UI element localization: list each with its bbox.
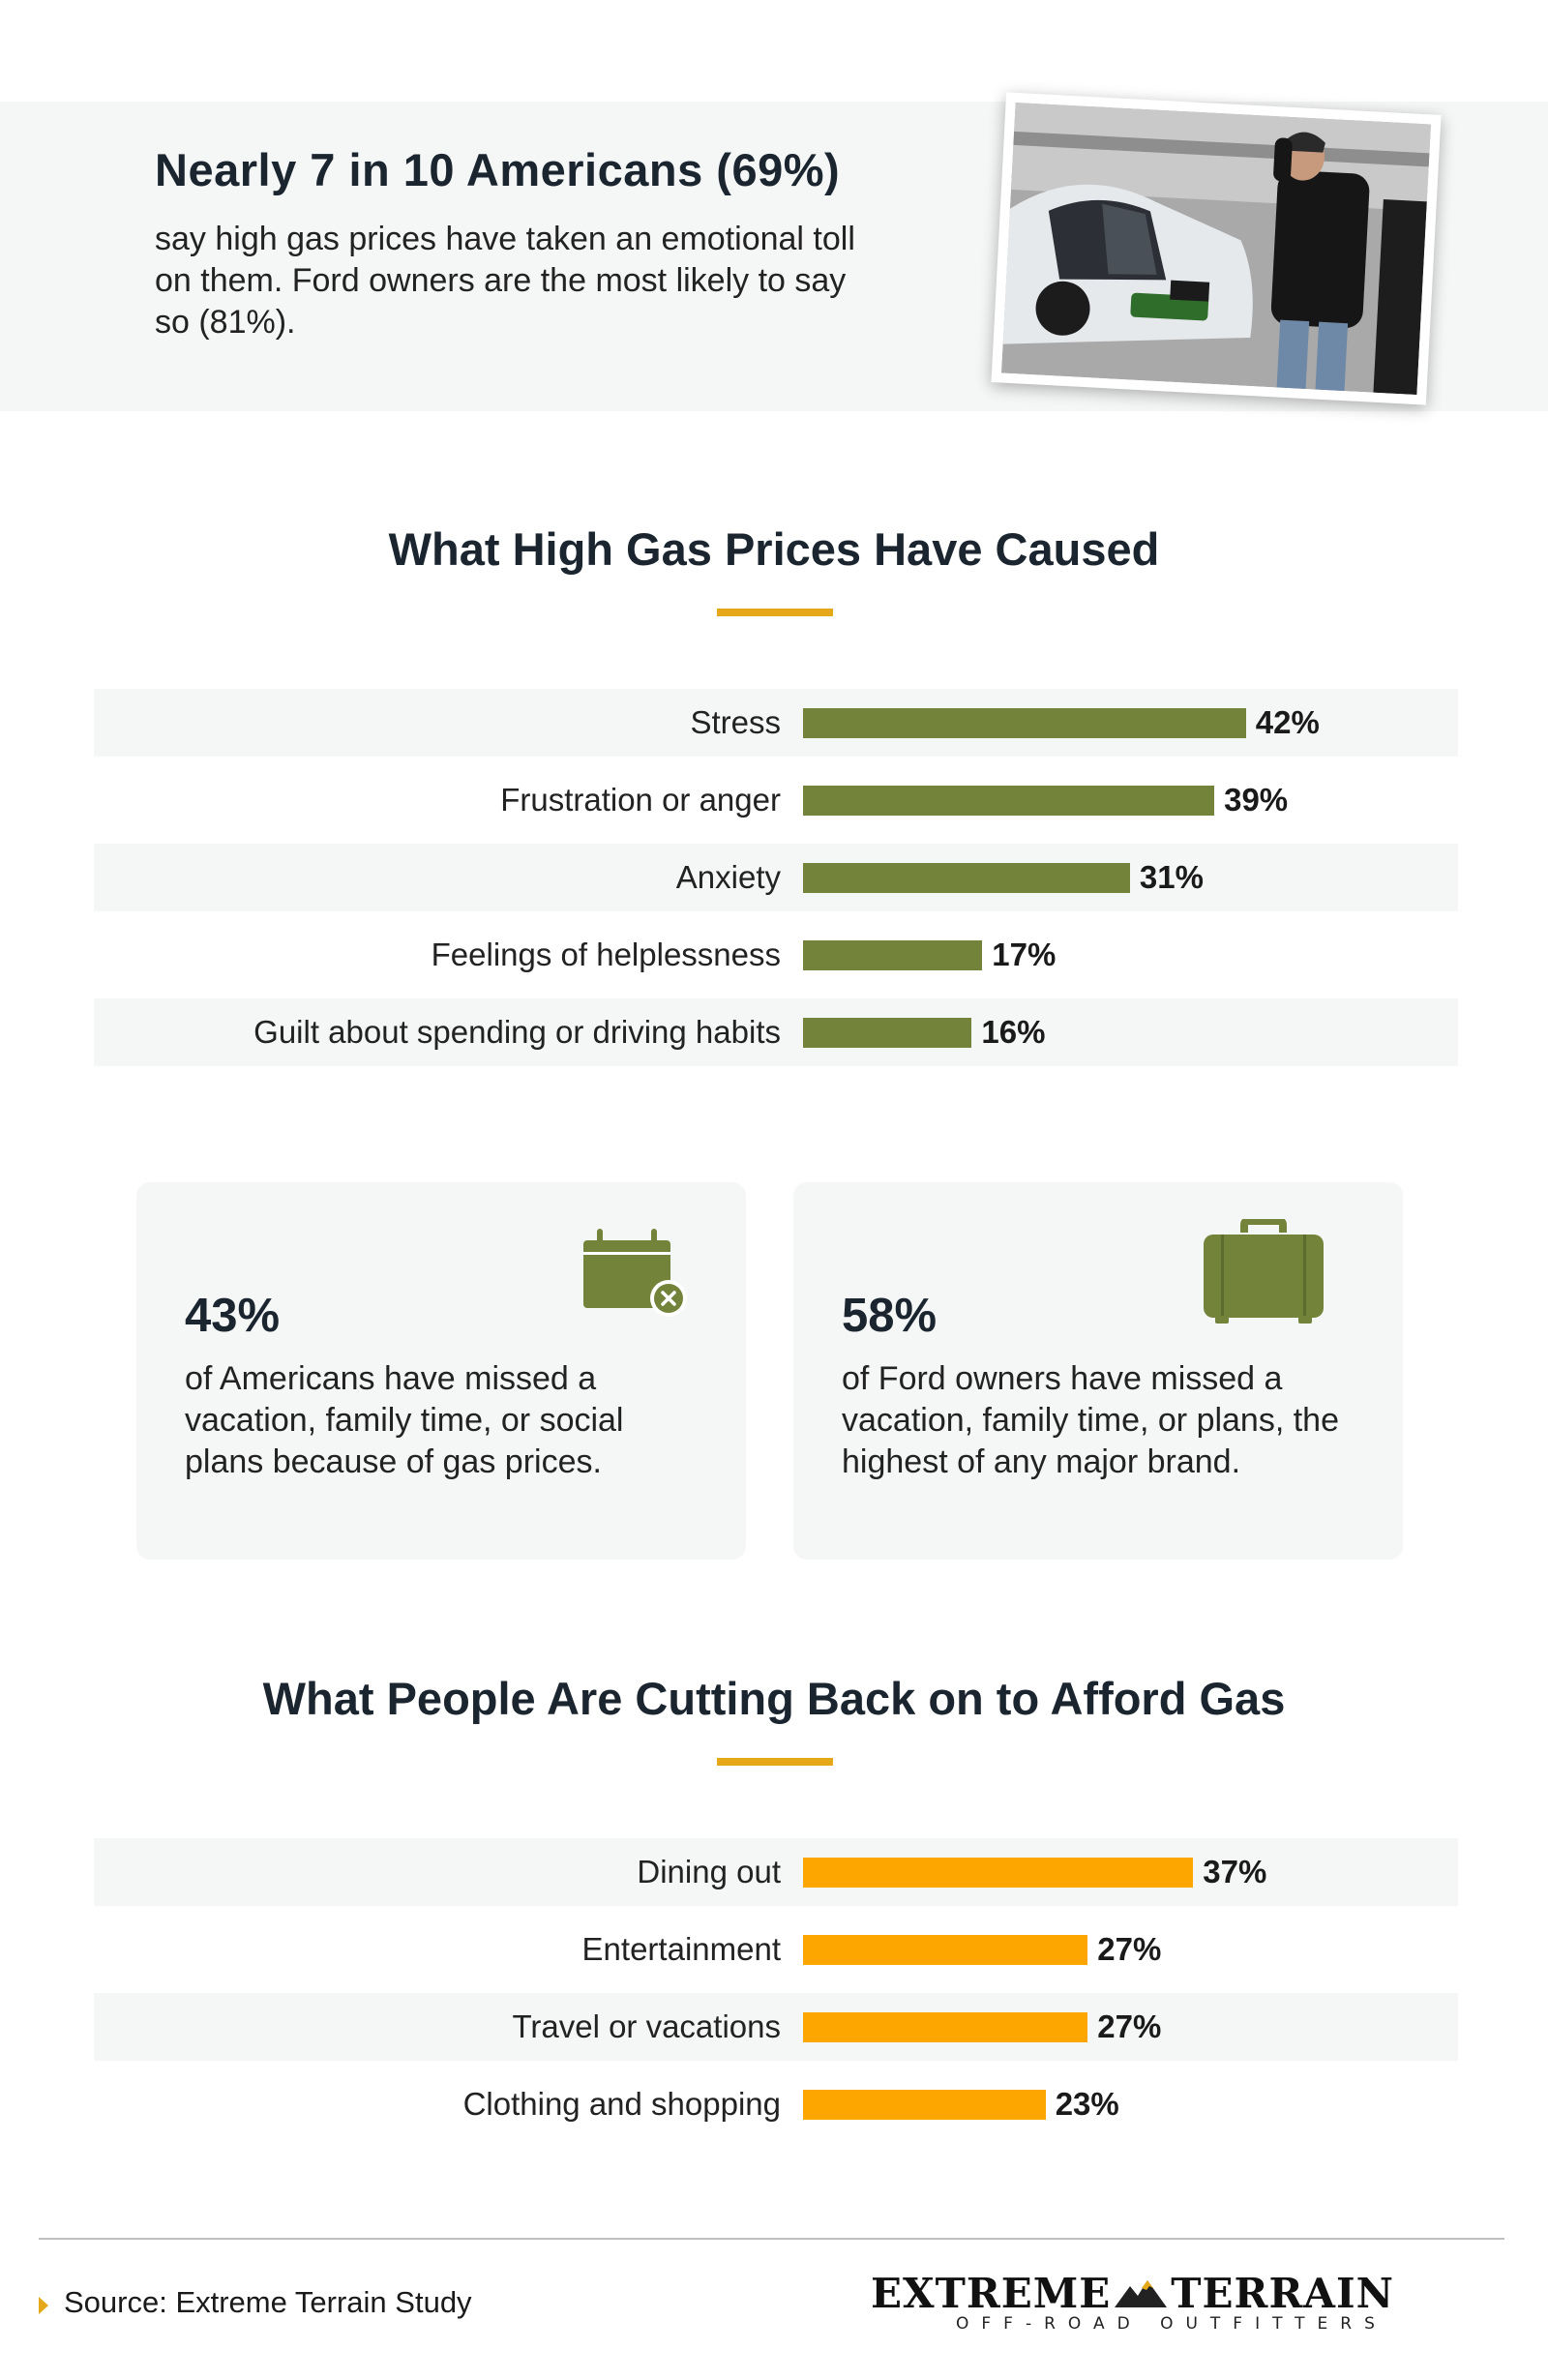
bar xyxy=(803,940,983,970)
bar-label: Travel or vacations xyxy=(512,2008,781,2044)
card-text: of Ford owners have missed a vacation, f… xyxy=(842,1360,1340,1480)
bar-value-label: 27% xyxy=(1097,2008,1162,2044)
source-arrow-icon xyxy=(39,2297,48,2314)
bar-value-label: 17% xyxy=(992,937,1057,972)
footer-divider xyxy=(39,2238,1504,2240)
stat-card-ford-owners: 58% of Ford owners have missed a vacatio… xyxy=(793,1182,1403,1560)
bar-label: Dining out xyxy=(637,1854,781,1889)
section-title-caused: What High Gas Prices Have Caused xyxy=(388,523,1160,575)
bar-value-label: 27% xyxy=(1097,1931,1162,1967)
bar-row: Frustration or anger 39% xyxy=(94,766,1458,834)
bar-label: Feelings of helplessness xyxy=(431,937,781,972)
bar-label: Stress xyxy=(690,704,781,740)
chart-cutting-back: Dining out 37% Entertainment 27% Travel or v… xyxy=(94,1838,1458,2138)
bar xyxy=(803,708,1246,738)
bar-row: Entertainment 27% xyxy=(94,1916,1458,1983)
hero-text: say high gas prices have taken an emotio… xyxy=(155,221,855,341)
bar-value-label: 23% xyxy=(1055,2086,1119,2122)
card-number: 43% xyxy=(185,1290,281,1342)
section-title-cutting-back: What People Are Cutting Back on to Affor… xyxy=(262,1673,1286,1724)
bar-label: Entertainment xyxy=(581,1931,781,1967)
bar xyxy=(803,2012,1088,2042)
chart-caused: Stress 42% Frustration or anger 39% Anxiety 3… xyxy=(94,689,1458,1066)
section-underline xyxy=(717,1758,833,1766)
bar-row: Travel or vacations 27% xyxy=(94,1993,1458,2061)
logo-word-right: TERRAIN xyxy=(1171,2270,1394,2317)
source-note: Source: Extreme Terrain Study xyxy=(64,2285,472,2319)
bar-row: Guilt about spending or driving habits 16… xyxy=(94,998,1458,1066)
bar-label: Clothing and shopping xyxy=(462,2086,781,2122)
bar-label: Frustration or anger xyxy=(500,782,781,818)
logo-wordmark: EXTREME TERRAIN xyxy=(871,2270,1394,2317)
bar-value-label: 16% xyxy=(981,1014,1046,1050)
bar xyxy=(803,2090,1046,2120)
section-underline xyxy=(717,609,833,616)
bar xyxy=(803,1018,972,1048)
hero-title: Nearly 7 in 10 Americans (69%) xyxy=(155,144,841,195)
bar xyxy=(803,786,1215,816)
bar-label: Guilt about spending or driving habits xyxy=(253,1014,781,1050)
bar-value-label: 31% xyxy=(1139,859,1204,895)
bar-value-label: 42% xyxy=(1255,704,1320,740)
bar-value-label: 39% xyxy=(1224,782,1289,818)
mountain-logo-icon xyxy=(1115,2280,1168,2307)
bar-row: Dining out 37% xyxy=(94,1838,1458,1906)
bar xyxy=(803,1858,1194,1888)
calendar-x-icon xyxy=(581,1223,690,1324)
bar-row: Anxiety 31% xyxy=(94,844,1458,911)
bar-label: Anxiety xyxy=(675,859,781,895)
bar xyxy=(803,863,1130,893)
stat-card-americans: 43% of Americans have missed a vacation,… xyxy=(136,1182,746,1560)
extreme-terrain-logo: EXTREME TERRAIN OFF-ROAD OUTFITTERS xyxy=(871,2270,1471,2347)
bar xyxy=(803,1935,1088,1965)
suitcase-icon xyxy=(1202,1217,1325,1332)
card-text: of Americans have missed a vacation, fam… xyxy=(185,1360,624,1480)
logo-word-left: EXTREME xyxy=(871,2270,1112,2317)
bar-row: Stress 42% xyxy=(94,689,1458,757)
bar-row: Feelings of helplessness 17% xyxy=(94,921,1458,989)
logo-tagline: OFF-ROAD OUTFITTERS xyxy=(956,2314,1387,2334)
card-number: 58% xyxy=(842,1290,938,1342)
bar-row: Clothing and shopping 23% xyxy=(94,2070,1458,2138)
photo-illustration xyxy=(1000,102,1432,396)
gas-station-photo xyxy=(991,92,1442,405)
bar-value-label: 37% xyxy=(1203,1854,1267,1889)
